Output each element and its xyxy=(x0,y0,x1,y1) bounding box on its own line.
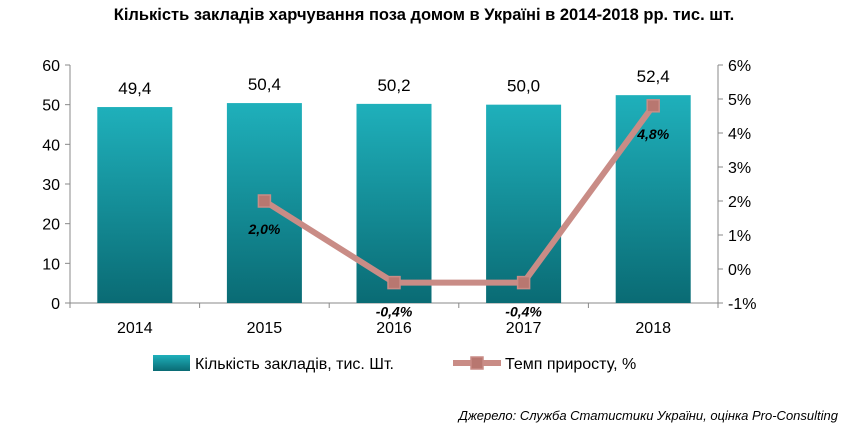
growth-data-label: -0,4% xyxy=(376,304,413,320)
left-tick-label: 40 xyxy=(42,137,60,154)
growth-marker xyxy=(646,99,660,113)
left-tick-label: 10 xyxy=(42,256,60,273)
right-tick-label: -1% xyxy=(728,296,756,313)
bar xyxy=(97,107,173,304)
x-tick-label: 2017 xyxy=(506,320,542,337)
right-tick-label: 1% xyxy=(728,228,751,245)
right-tick-label: 0% xyxy=(728,262,751,279)
left-tick-label: 20 xyxy=(42,217,60,234)
right-tick-label: 2% xyxy=(728,194,751,211)
growth-data-label: -0,4% xyxy=(505,304,542,320)
left-tick-label: 30 xyxy=(42,177,60,194)
legend-line-label: Темп приросту, % xyxy=(505,356,636,373)
chart-title: Кількість закладів харчування поза домом… xyxy=(113,6,735,24)
x-tick-label: 2014 xyxy=(117,320,153,337)
bar-data-label: 52,4 xyxy=(637,67,670,86)
growth-data-label: 4,8% xyxy=(636,126,669,142)
bar xyxy=(615,95,691,303)
bar xyxy=(486,104,562,304)
source-note: Джерело: Служба Статистики України, оцін… xyxy=(458,408,838,423)
bar-data-label: 49,4 xyxy=(118,79,151,98)
left-tick-label: 60 xyxy=(42,58,60,75)
bar xyxy=(356,103,432,303)
right-tick-label: 4% xyxy=(728,126,751,143)
right-tick-label: 5% xyxy=(728,92,751,109)
bar-data-label: 50,2 xyxy=(377,76,410,95)
bar-data-label: 50,4 xyxy=(248,75,281,94)
x-tick-label: 2015 xyxy=(247,320,283,337)
left-tick-label: 0 xyxy=(51,296,60,313)
growth-data-label: 2,0% xyxy=(247,221,280,237)
growth-line xyxy=(262,104,656,286)
growth-marker xyxy=(257,194,272,208)
x-tick-label: 2016 xyxy=(376,320,412,337)
growth-marker xyxy=(516,275,531,290)
bar-data-label: 50,0 xyxy=(507,77,540,96)
x-tick-label: 2018 xyxy=(635,320,671,337)
right-tick-label: 6% xyxy=(728,58,751,75)
legend-line-marker xyxy=(470,356,484,370)
legend-bar-swatch xyxy=(153,355,190,371)
growth-marker xyxy=(387,275,401,290)
left-tick-label: 50 xyxy=(42,98,60,115)
right-tick-label: 3% xyxy=(728,160,751,177)
legend-bar-label: Кількість закладів, тис. Шт. xyxy=(195,356,394,373)
